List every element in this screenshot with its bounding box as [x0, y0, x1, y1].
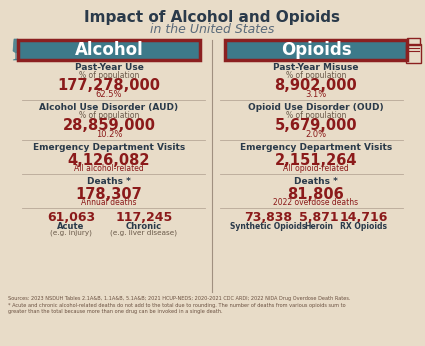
Text: 3.1%: 3.1% — [306, 90, 327, 99]
Text: Impact of Alcohol and Opioids: Impact of Alcohol and Opioids — [84, 10, 340, 25]
Text: 5,871: 5,871 — [299, 211, 339, 224]
Text: Synthetic Opioids: Synthetic Opioids — [230, 222, 306, 231]
Text: 4,126,082: 4,126,082 — [68, 153, 150, 168]
Text: 73,838: 73,838 — [244, 211, 292, 224]
Text: Opioids: Opioids — [280, 41, 351, 59]
Text: Deaths *: Deaths * — [87, 177, 131, 186]
Text: Opioid Use Disorder (OUD): Opioid Use Disorder (OUD) — [248, 103, 384, 112]
Text: Chronic: Chronic — [126, 222, 162, 231]
Text: Alcohol Use Disorder (AUD): Alcohol Use Disorder (AUD) — [40, 103, 178, 112]
Text: 2.0%: 2.0% — [306, 130, 326, 139]
Text: Past-Year Misuse: Past-Year Misuse — [273, 63, 359, 72]
Text: Deaths *: Deaths * — [294, 177, 338, 186]
Text: Alcohol: Alcohol — [75, 41, 143, 59]
Text: All opioid-related: All opioid-related — [283, 164, 349, 173]
Text: 8,902,000: 8,902,000 — [275, 78, 357, 93]
Text: % of population: % of population — [286, 71, 346, 80]
Text: Past-Year Use: Past-Year Use — [74, 63, 143, 72]
Text: 28,859,000: 28,859,000 — [62, 118, 156, 133]
Text: RX Opioids: RX Opioids — [340, 222, 388, 231]
Text: (e.g. liver disease): (e.g. liver disease) — [110, 229, 178, 236]
Text: 2022 overdose deaths: 2022 overdose deaths — [273, 198, 359, 207]
Text: Heroin: Heroin — [304, 222, 334, 231]
Text: Emergency Department Visits: Emergency Department Visits — [33, 143, 185, 152]
Text: 178,307: 178,307 — [76, 187, 142, 202]
Text: 62.5%: 62.5% — [96, 90, 122, 99]
Text: 10.2%: 10.2% — [96, 130, 122, 139]
Text: (e.g. injury): (e.g. injury) — [50, 229, 92, 236]
FancyBboxPatch shape — [18, 40, 200, 60]
Text: 61,063: 61,063 — [47, 211, 95, 224]
Text: % of population: % of population — [79, 111, 139, 120]
Text: Acute: Acute — [57, 222, 85, 231]
Text: 14,716: 14,716 — [340, 211, 388, 224]
Text: % of population: % of population — [79, 71, 139, 80]
Text: Sources: 2023 NSDUH Tables 2.1A&B, 1.1A&B, 5.1A&B; 2021 HCUP-NEDS; 2020-2021 CDC: Sources: 2023 NSDUH Tables 2.1A&B, 1.1A&… — [8, 296, 351, 314]
Text: Annual deaths: Annual deaths — [81, 198, 137, 207]
Text: Emergency Department Visits: Emergency Department Visits — [240, 143, 392, 152]
Text: 177,278,000: 177,278,000 — [57, 78, 161, 93]
Text: All alcohol-related: All alcohol-related — [74, 164, 144, 173]
Text: 2,151,264: 2,151,264 — [275, 153, 357, 168]
Text: 5,679,000: 5,679,000 — [275, 118, 357, 133]
FancyBboxPatch shape — [225, 40, 407, 60]
Text: 117,245: 117,245 — [115, 211, 173, 224]
Text: % of population: % of population — [286, 111, 346, 120]
Text: in the United States: in the United States — [150, 23, 274, 36]
PathPatch shape — [13, 39, 19, 60]
Text: 81,806: 81,806 — [288, 187, 344, 202]
